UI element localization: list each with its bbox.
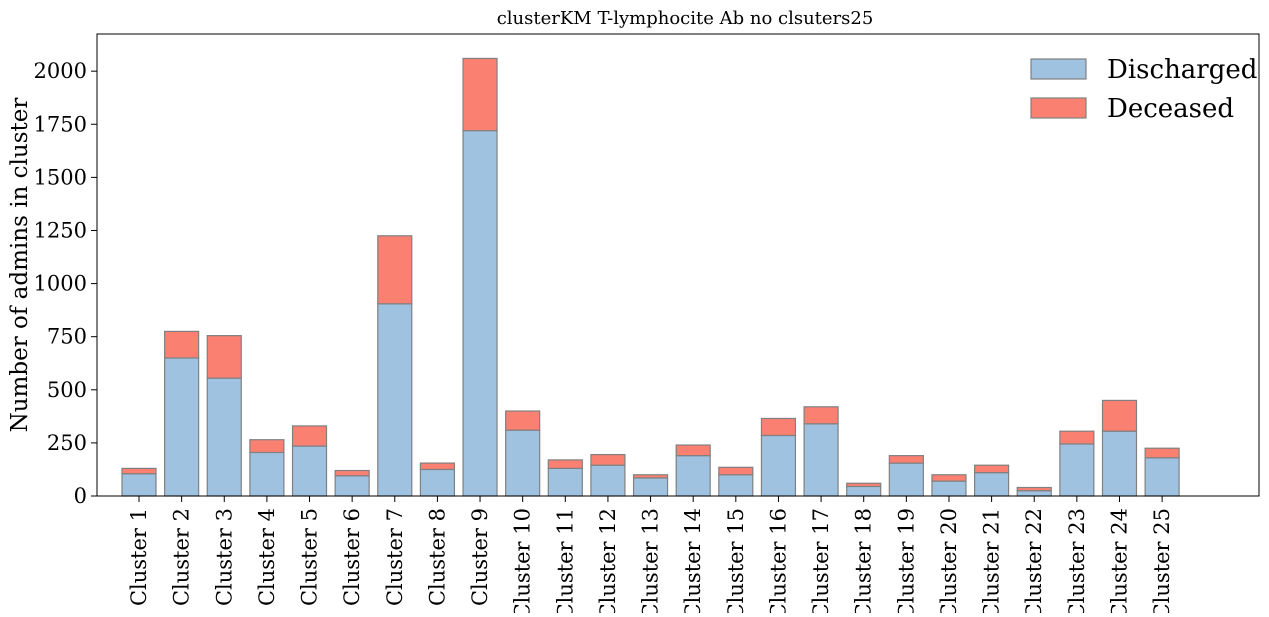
bar-deceased-8	[419, 462, 456, 471]
bar-discharged-8	[419, 468, 456, 497]
bar-discharged-4	[249, 451, 285, 497]
x-tick-label: Cluster 5	[298, 508, 322, 606]
x-tick-label: Cluster 21	[980, 508, 1004, 613]
y-axis-ticks: 0 250 500 750 1000 1250 1500 1750 2000	[34, 59, 97, 508]
bar-deceased-20	[931, 474, 967, 482]
bar-deceased-12	[590, 453, 626, 466]
bar-discharged-15	[718, 474, 754, 497]
y-tick-label: 2000	[34, 59, 87, 83]
bar-discharged-17	[803, 423, 839, 497]
bar-discharged-24	[1101, 430, 1138, 497]
bar-discharged-6	[334, 475, 370, 497]
bar-discharged-3	[206, 377, 242, 497]
x-tick-label: Cluster 19	[894, 508, 918, 613]
bar-deceased-6	[334, 469, 370, 477]
x-tick-label: Cluster 24	[1107, 508, 1131, 613]
bar-deceased-21	[973, 464, 1010, 474]
x-axis-ticks: Cluster 1 Cluster 2 Cluster 3 Cluster 4 Clus…	[127, 496, 1174, 617]
y-tick-label: 1000	[34, 272, 87, 296]
bar-discharged-11	[547, 467, 583, 497]
x-tick-label: Cluster 7	[383, 508, 407, 606]
x-tick-label: Cluster 13	[639, 508, 663, 613]
bar-deceased-22	[1016, 486, 1052, 492]
bar-discharged-7	[377, 303, 413, 497]
bar-discharged-9	[462, 130, 498, 497]
x-tick-label: Cluster 12	[596, 508, 620, 613]
bar-discharged-5	[291, 445, 328, 497]
bar-deceased-11	[547, 459, 583, 469]
bar-deceased-2	[164, 330, 200, 359]
bar-discharged-19	[888, 462, 924, 497]
bar-deceased-13	[632, 474, 669, 479]
bar-deceased-1	[121, 467, 157, 475]
x-tick-label: Cluster 14	[681, 508, 705, 613]
x-tick-label: Cluster 1	[127, 508, 151, 606]
bar-discharged-13	[632, 477, 669, 497]
bar-discharged-25	[1144, 457, 1180, 497]
x-tick-label: Cluster 3	[212, 508, 236, 606]
bar-deceased-16	[760, 417, 797, 437]
x-tick-label: Cluster 4	[255, 508, 279, 606]
bar-discharged-10	[505, 429, 541, 497]
y-axis-label: Number of admins in cluster	[7, 98, 33, 433]
bar-discharged-22	[1016, 490, 1052, 497]
y-tick-label: 1250	[34, 218, 87, 242]
x-tick-label: Cluster 8	[425, 508, 449, 606]
bar-deceased-3	[206, 335, 242, 379]
x-tick-label: Cluster 22	[1022, 508, 1046, 613]
x-tick-label: Cluster 15	[724, 508, 748, 613]
y-tick-label: 1500	[34, 165, 87, 189]
bar-discharged-21	[973, 472, 1010, 497]
y-tick-label: 750	[47, 325, 87, 349]
bar-deceased-15	[718, 466, 754, 476]
x-tick-label: Cluster 11	[553, 508, 577, 613]
bar-deceased-17	[803, 406, 839, 425]
legend: Discharged Deceased	[1030, 55, 1257, 124]
y-tick-label: 250	[47, 431, 87, 455]
bar-deceased-23	[1059, 430, 1095, 445]
bar-discharged-20	[931, 480, 967, 497]
bar-deceased-19	[888, 455, 924, 464]
x-tick-label: Cluster 2	[170, 508, 194, 606]
x-tick-label: Cluster 25	[1150, 508, 1174, 613]
bar-discharged-23	[1059, 443, 1095, 497]
bars-group	[121, 57, 1180, 497]
x-tick-label: Cluster 10	[511, 508, 535, 613]
x-tick-label: Cluster 16	[766, 508, 790, 613]
x-tick-label: Cluster 6	[340, 508, 364, 606]
legend-label-discharged: Discharged	[1107, 55, 1257, 85]
bar-deceased-25	[1144, 447, 1180, 459]
bar-discharged-16	[760, 434, 797, 497]
bar-deceased-5	[291, 425, 328, 447]
legend-swatch-discharged	[1030, 58, 1087, 80]
bar-discharged-1	[121, 473, 157, 497]
bar-deceased-14	[675, 444, 711, 457]
bar-deceased-24	[1101, 399, 1138, 432]
bar-deceased-4	[249, 439, 285, 454]
chart-title: clusterKM T-lymphocite Ab no clsuters25	[497, 8, 874, 29]
plot-frame	[96, 33, 1260, 497]
y-tick-label: 0	[74, 484, 87, 508]
x-tick-label: Cluster 20	[937, 508, 961, 613]
bar-deceased-18	[846, 482, 882, 488]
x-tick-label: Cluster 18	[852, 508, 876, 613]
bar-discharged-2	[164, 357, 200, 497]
legend-swatch-deceased	[1030, 97, 1087, 119]
x-tick-label: Cluster 9	[468, 508, 492, 606]
y-tick-label: 500	[47, 378, 87, 402]
bar-discharged-14	[675, 455, 711, 497]
bar-deceased-9	[462, 57, 498, 132]
bar-deceased-10	[505, 410, 541, 431]
y-tick-label: 1750	[34, 112, 87, 136]
x-tick-label: Cluster 23	[1065, 508, 1089, 613]
bar-discharged-18	[846, 485, 882, 497]
legend-label-deceased: Deceased	[1107, 94, 1234, 124]
bar-deceased-7	[377, 235, 413, 305]
x-tick-label: Cluster 17	[809, 508, 833, 613]
bar-discharged-12	[590, 464, 626, 497]
